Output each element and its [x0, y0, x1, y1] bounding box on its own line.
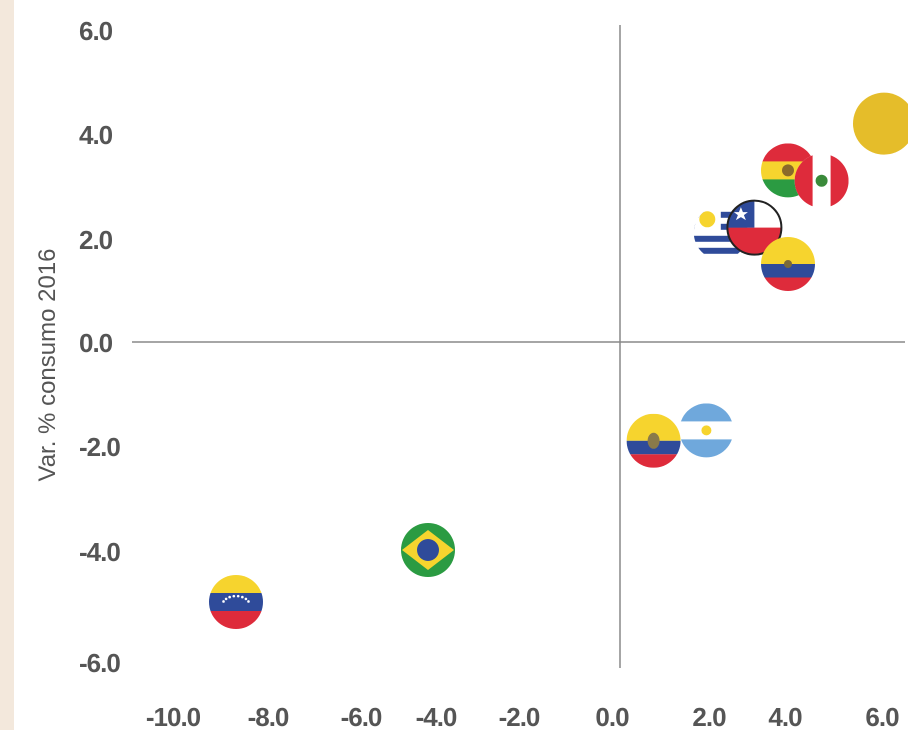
ecuador-flag — [626, 413, 681, 468]
colombia-flag — [761, 237, 815, 291]
brazil-flag — [401, 523, 455, 577]
x-tick-label: 0.0 — [595, 702, 629, 730]
x-tick-label: 6.0 — [865, 702, 899, 730]
x-tick-labels: -10.0 -8.0 -6.0 -4.0 -2.0 0.0 2.0 4.0 6.0 — [146, 702, 900, 730]
y-axis-title: Var. % consumo 2016 — [34, 248, 61, 481]
y-tick-label: 6.0 — [79, 16, 113, 46]
y-tick-label: -4.0 — [79, 537, 120, 567]
y-tick-label: -6.0 — [79, 648, 120, 678]
x-tick-label: 2.0 — [692, 702, 726, 730]
x-tick-label: -2.0 — [499, 702, 540, 730]
y-tick-label: -2.0 — [79, 432, 120, 462]
y-tick-labels: 6.0 4.0 2.0 0.0 -2.0 -4.0 -6.0 — [79, 16, 121, 678]
x-tick-label: -10.0 — [146, 702, 201, 730]
left-margin-strip — [0, 0, 14, 730]
gold-circle — [853, 92, 908, 155]
y-tick-label: 4.0 — [79, 120, 113, 150]
y-tick-label: 0.0 — [79, 328, 113, 358]
data-points — [209, 92, 908, 629]
peru-flag — [794, 153, 849, 208]
axes — [132, 25, 905, 668]
argentina-flag — [679, 403, 734, 458]
x-tick-label: -8.0 — [248, 702, 289, 730]
y-tick-label: 2.0 — [79, 225, 113, 255]
venezuela-flag — [209, 575, 263, 629]
x-tick-label: 4.0 — [768, 702, 802, 730]
x-tick-label: -4.0 — [416, 702, 457, 730]
x-tick-label: -6.0 — [341, 702, 382, 730]
